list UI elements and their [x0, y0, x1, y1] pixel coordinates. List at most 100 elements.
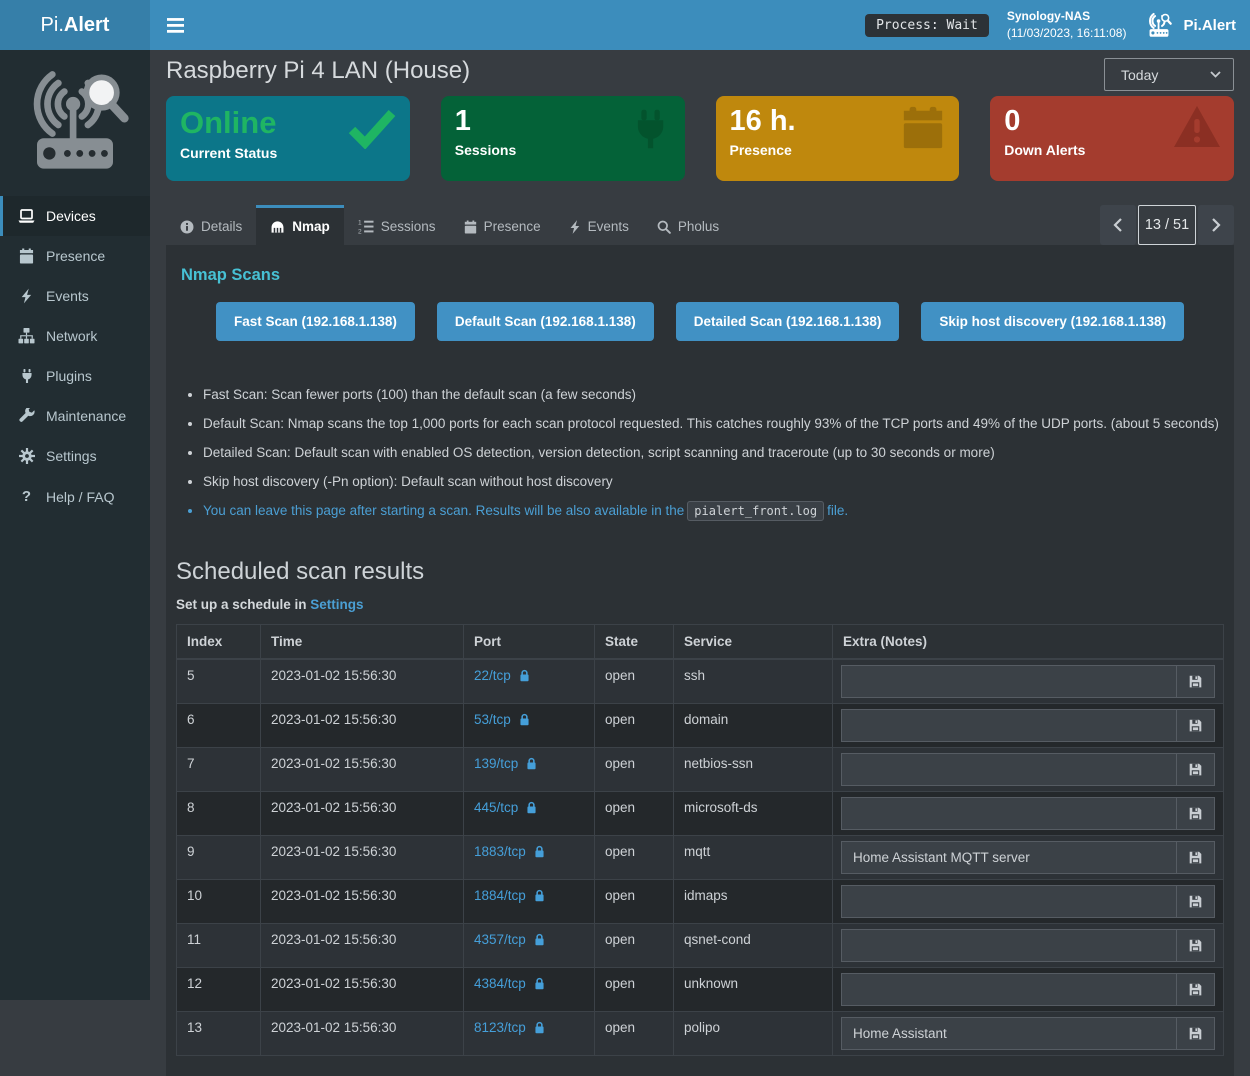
tab-pholus[interactable]: Pholus: [643, 208, 733, 245]
save-note-button[interactable]: [1176, 886, 1214, 917]
note-text-after: file.: [827, 503, 848, 518]
column-header: State: [595, 624, 674, 659]
nmap-scans-heading: Nmap Scans: [181, 266, 1219, 285]
save-icon: [1188, 850, 1203, 865]
port-link[interactable]: 4384/tcp: [474, 976, 546, 991]
page-title: Raspberry Pi 4 LAN (House): [166, 57, 1234, 85]
log-file-name: pialert_front.log: [687, 501, 824, 521]
status-card-current-status[interactable]: Online Current Status: [166, 96, 410, 181]
cell-index: 9: [177, 835, 261, 879]
navbar-right-cluster: Process: Wait Synology-NAS (11/03/2023, …: [865, 0, 1250, 50]
tab-presence[interactable]: Presence: [450, 208, 555, 245]
sidebar-item-devices[interactable]: Devices: [0, 196, 150, 236]
cell-service: netbios-ssn: [674, 747, 833, 791]
port-link[interactable]: 139/tcp: [474, 756, 538, 771]
period-dropdown[interactable]: Today: [1104, 58, 1234, 91]
note-input[interactable]: [842, 886, 1176, 917]
sidebar-toggle-button[interactable]: [150, 0, 201, 50]
cell-index: 10: [177, 879, 261, 923]
settings-link[interactable]: Settings: [310, 597, 363, 612]
column-header: Time: [261, 624, 464, 659]
gear-icon: [18, 448, 35, 464]
scan-descriptions: Fast Scan: Scan fewer ports (100) than t…: [186, 385, 1224, 522]
save-note-button[interactable]: [1176, 1018, 1214, 1049]
subtitle-text: Set up a schedule in: [176, 597, 307, 612]
sidebar-item-help[interactable]: ? Help / FAQ: [0, 476, 150, 517]
cell-note: [833, 703, 1224, 747]
cell-state: open: [595, 1011, 674, 1055]
sidebar-item-label: Maintenance: [46, 408, 126, 424]
prev-device-button[interactable]: [1100, 205, 1136, 245]
tab-nmap[interactable]: Nmap: [256, 205, 344, 245]
note-input-group: [841, 885, 1215, 918]
calendar-icon: [900, 105, 946, 151]
port-link[interactable]: 53/tcp: [474, 712, 531, 727]
save-note-button[interactable]: [1176, 842, 1214, 873]
tab-events[interactable]: Events: [555, 208, 643, 245]
sidebar-item-events[interactable]: Events: [0, 276, 150, 316]
scan-button[interactable]: Fast Scan (192.168.1.138): [216, 302, 415, 341]
next-device-button[interactable]: [1198, 205, 1234, 245]
status-card-down-alerts[interactable]: 0 Down Alerts: [990, 96, 1234, 181]
save-note-button[interactable]: [1176, 666, 1214, 697]
save-icon: [1188, 982, 1203, 997]
app-name: Pi.Alert: [1183, 17, 1236, 34]
save-icon: [1188, 894, 1203, 909]
port-link[interactable]: 1883/tcp: [474, 844, 546, 859]
app-brand[interactable]: Pi.Alert: [1144, 12, 1236, 39]
brand-logo[interactable]: Pi.Alert: [0, 0, 150, 50]
lock-icon: [533, 932, 546, 947]
lock-icon: [525, 756, 538, 771]
note-input[interactable]: [842, 754, 1176, 785]
note-input-group: [841, 929, 1215, 962]
save-note-button[interactable]: [1176, 754, 1214, 785]
port-link[interactable]: 1884/tcp: [474, 888, 546, 903]
sidebar-item-plugins[interactable]: Plugins: [0, 356, 150, 396]
cell-port: 22/tcp: [464, 659, 595, 704]
note-input[interactable]: [842, 842, 1176, 873]
tab-details[interactable]: Details: [166, 208, 256, 245]
sidebar-item-presence[interactable]: Presence: [0, 236, 150, 276]
table-row: 12 2023-01-02 15:56:30 4384/tcp open unk…: [177, 967, 1224, 1011]
schedule-subtitle: Set up a schedule in Settings: [176, 597, 1224, 612]
brand-prefix: Pi.: [41, 14, 64, 37]
status-card-sessions[interactable]: 1 Sessions: [441, 96, 685, 181]
sidebar-item-maintenance[interactable]: Maintenance: [0, 396, 150, 436]
save-note-button[interactable]: [1176, 710, 1214, 741]
scan-description-item: Default Scan: Nmap scans the top 1,000 p…: [203, 414, 1224, 435]
sidebar-item-network[interactable]: Network: [0, 316, 150, 356]
port-label: 139/tcp: [474, 756, 518, 771]
port-link[interactable]: 22/tcp: [474, 668, 531, 683]
sidebar-menu: Devices Presence Events Network Plugins …: [0, 196, 150, 517]
cell-port: 445/tcp: [464, 791, 595, 835]
cell-index: 8: [177, 791, 261, 835]
note-input[interactable]: [842, 798, 1176, 829]
sidebar-item-label: Plugins: [46, 368, 92, 384]
svg-text:2: 2: [358, 228, 362, 234]
scan-button[interactable]: Default Scan (192.168.1.138): [437, 302, 654, 341]
note-input-group: [841, 797, 1215, 830]
sidebar-item-settings[interactable]: Settings: [0, 436, 150, 476]
status-card-presence[interactable]: 16 h. Presence: [716, 96, 960, 181]
note-input[interactable]: [842, 930, 1176, 961]
port-link[interactable]: 8123/tcp: [474, 1020, 546, 1035]
sidebar-item-label: Presence: [46, 248, 105, 264]
scan-button[interactable]: Detailed Scan (192.168.1.138): [676, 302, 900, 341]
port-label: 4384/tcp: [474, 976, 526, 991]
sidebar-item-label: Events: [46, 288, 89, 304]
scan-button[interactable]: Skip host discovery (192.168.1.138): [921, 302, 1184, 341]
cell-port: 1883/tcp: [464, 835, 595, 879]
note-input[interactable]: [842, 710, 1176, 741]
cell-time: 2023-01-02 15:56:30: [261, 659, 464, 704]
port-link[interactable]: 445/tcp: [474, 800, 538, 815]
cell-note: [833, 747, 1224, 791]
search-icon: [657, 220, 671, 234]
note-input[interactable]: [842, 666, 1176, 697]
note-input[interactable]: [842, 1018, 1176, 1049]
cell-time: 2023-01-02 15:56:30: [261, 923, 464, 967]
save-note-button[interactable]: [1176, 930, 1214, 961]
port-link[interactable]: 4357/tcp: [474, 932, 546, 947]
save-note-button[interactable]: [1176, 798, 1214, 829]
